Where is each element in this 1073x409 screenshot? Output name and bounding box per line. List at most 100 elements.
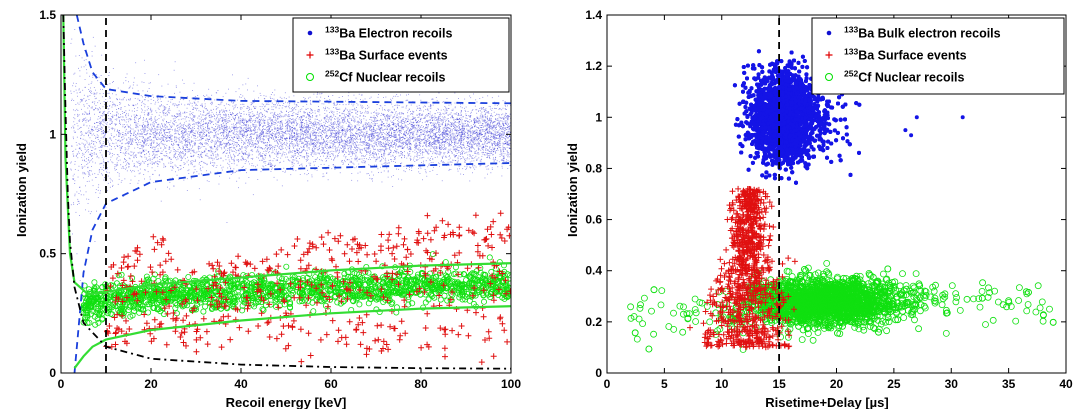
nuclear-recoil-point [252, 300, 259, 307]
surface-event-point [401, 235, 408, 242]
surface-event-point [317, 336, 324, 343]
left-x-tick-label: 40 [234, 377, 248, 391]
nuclear-recoil-point [417, 291, 424, 298]
surface-event-point [159, 235, 166, 242]
surface-event-point [182, 298, 189, 305]
surface-event-point [476, 252, 483, 259]
nuclear-recoil-point [127, 302, 134, 309]
nuclear-recoil-point [93, 284, 100, 291]
surface-events-series [687, 185, 798, 351]
nuclear-recoil-point [247, 286, 254, 293]
surface-event-point [340, 278, 347, 285]
surface-event-point [422, 270, 429, 277]
surface-event-point [303, 265, 310, 272]
surface-event-point [373, 275, 380, 282]
surface-event-point [343, 341, 350, 348]
nuclear-recoil-point [345, 273, 352, 280]
nuclear-recoil-point [183, 289, 190, 296]
legend-label: 252Cf Nuclear recoils [325, 69, 446, 85]
surface-event-point [717, 256, 724, 263]
nuclear-recoil-point [473, 268, 480, 275]
surface-event-point [141, 311, 148, 318]
surface-event-point [404, 268, 411, 275]
nuclear-recoil-point [90, 308, 97, 315]
surface-event-point [723, 246, 730, 253]
surface-event-point [180, 317, 187, 324]
surface-event-point [134, 244, 141, 251]
nuclear-recoil-point [134, 305, 141, 312]
nuclear-recoil-point [248, 301, 255, 308]
nuclear-recoil-point [915, 325, 923, 333]
surface-event-point [320, 241, 327, 248]
surface-event-point [471, 285, 478, 291]
surface-event-point [172, 328, 179, 335]
surface-event-point [278, 331, 285, 338]
surface-event-point [265, 319, 272, 325]
surface-event-point [159, 269, 166, 276]
surface-event-point [441, 326, 448, 333]
nuclear-recoil-point [425, 296, 432, 303]
surface-event-point [110, 261, 117, 268]
nuclear-recoil-point [299, 298, 306, 305]
surface-event-point [168, 287, 174, 294]
surface-event-point [297, 265, 304, 272]
nuclear-recoil-point [365, 300, 372, 307]
surface-event-point [490, 218, 497, 225]
nuclear-recoil-point [499, 278, 506, 285]
nuclear-recoil-point [230, 299, 237, 306]
surface-event-point [147, 264, 154, 271]
surface-event-point [497, 315, 503, 322]
surface-event-point [456, 249, 463, 256]
nuclear-recoil-point [386, 281, 393, 288]
nuclear-recoil-point [324, 275, 331, 282]
surface-event-point [380, 338, 387, 345]
surface-event-point [129, 278, 136, 285]
surface-event-point [178, 330, 185, 336]
surface-event-point [331, 235, 338, 242]
nuclear-recoil-point [648, 307, 655, 315]
surface-event-point [313, 244, 320, 251]
surface-event-point [290, 317, 297, 324]
surface-event-point [305, 294, 312, 301]
surface-event-point [306, 245, 313, 252]
nuclear-recoil-point [145, 276, 152, 283]
surface-event-point [353, 326, 360, 333]
nuclear-recoil-point [279, 275, 286, 282]
surface-event-point [469, 229, 476, 235]
surface-event-point [130, 291, 137, 298]
surface-event-point [280, 323, 287, 330]
nuclear-recoil-point [985, 284, 992, 292]
surface-event-point [373, 258, 380, 265]
nuclear-recoil-point [80, 309, 87, 316]
surface-event-point [437, 325, 444, 332]
surface-event-point [708, 286, 715, 293]
surface-event-point [384, 297, 391, 304]
nuclear-recoil-point [231, 297, 238, 304]
surface-event-point [436, 292, 443, 299]
nuclear-recoil-point [444, 273, 451, 280]
legend-label: 133Ba Surface events [325, 47, 448, 63]
nuclear-recoil-point [692, 318, 699, 325]
surface-event-point [161, 305, 168, 312]
nuclear-recoil-point [90, 297, 97, 304]
surface-event-point [115, 326, 122, 333]
surface-event-point [395, 230, 402, 237]
surface-event-point [236, 324, 243, 331]
surface-event-point [206, 260, 213, 267]
surface-event-point [490, 292, 497, 299]
surface-event-point [120, 277, 127, 284]
surface-event-point [464, 265, 471, 272]
nuclear-recoil-point [167, 288, 174, 295]
surface-event-point [131, 263, 138, 270]
surface-event-point [281, 298, 288, 305]
nuclear-recoil-point [994, 298, 1002, 306]
nuclear-recoil-point [199, 283, 206, 290]
nuclear-recoil-point [492, 265, 499, 272]
surface-event-point [329, 283, 336, 290]
surface-event-point [289, 323, 296, 330]
nuclear-recoil-point [691, 295, 699, 303]
surface-event-point [489, 244, 495, 251]
surface-event-point [398, 318, 405, 325]
nuclear-recoil-point [200, 292, 207, 299]
nuclear-recoil-point [359, 274, 366, 281]
